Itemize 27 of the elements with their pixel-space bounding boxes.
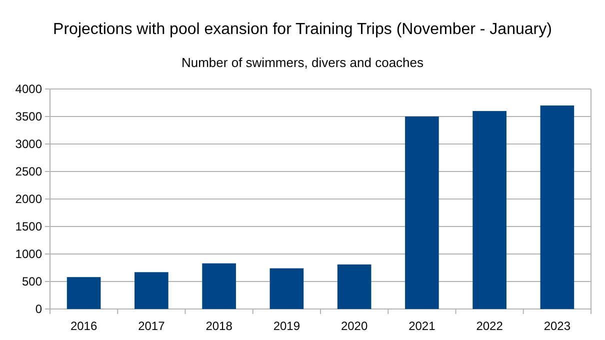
y-tick-label: 500 [22, 274, 42, 289]
x-tick-label: 2018 [206, 319, 233, 333]
x-tick-label: 2019 [273, 319, 300, 333]
y-tick-label: 2000 [15, 192, 42, 206]
x-tick-label: 2022 [476, 319, 504, 333]
chart-subtitle: Number of swimmers, divers and coaches [181, 55, 424, 70]
x-tick-label: 2017 [138, 319, 166, 333]
bar [540, 106, 574, 309]
y-tick-label: 3500 [15, 110, 42, 124]
y-tick-label: 3000 [15, 137, 42, 152]
x-tick-label: 2023 [544, 319, 571, 333]
bar [270, 268, 304, 309]
chart-title: Projections with pool exansion for Training Trips (November - January) [53, 21, 552, 38]
bar [202, 263, 236, 309]
bar [134, 272, 168, 309]
y-tick-label: 1000 [15, 247, 42, 262]
y-tick-label: 2500 [15, 164, 42, 179]
x-tick-label: 2020 [340, 319, 368, 333]
bar [66, 277, 101, 309]
y-tick-label: 1500 [15, 220, 42, 234]
x-tick-label: 2016 [70, 319, 98, 333]
bar [405, 116, 439, 309]
bar [472, 111, 506, 309]
x-tick-label: 2021 [408, 319, 436, 333]
y-tick-label: 4000 [15, 82, 42, 96]
bar [337, 264, 372, 309]
y-tick-label: 0 [35, 302, 42, 316]
